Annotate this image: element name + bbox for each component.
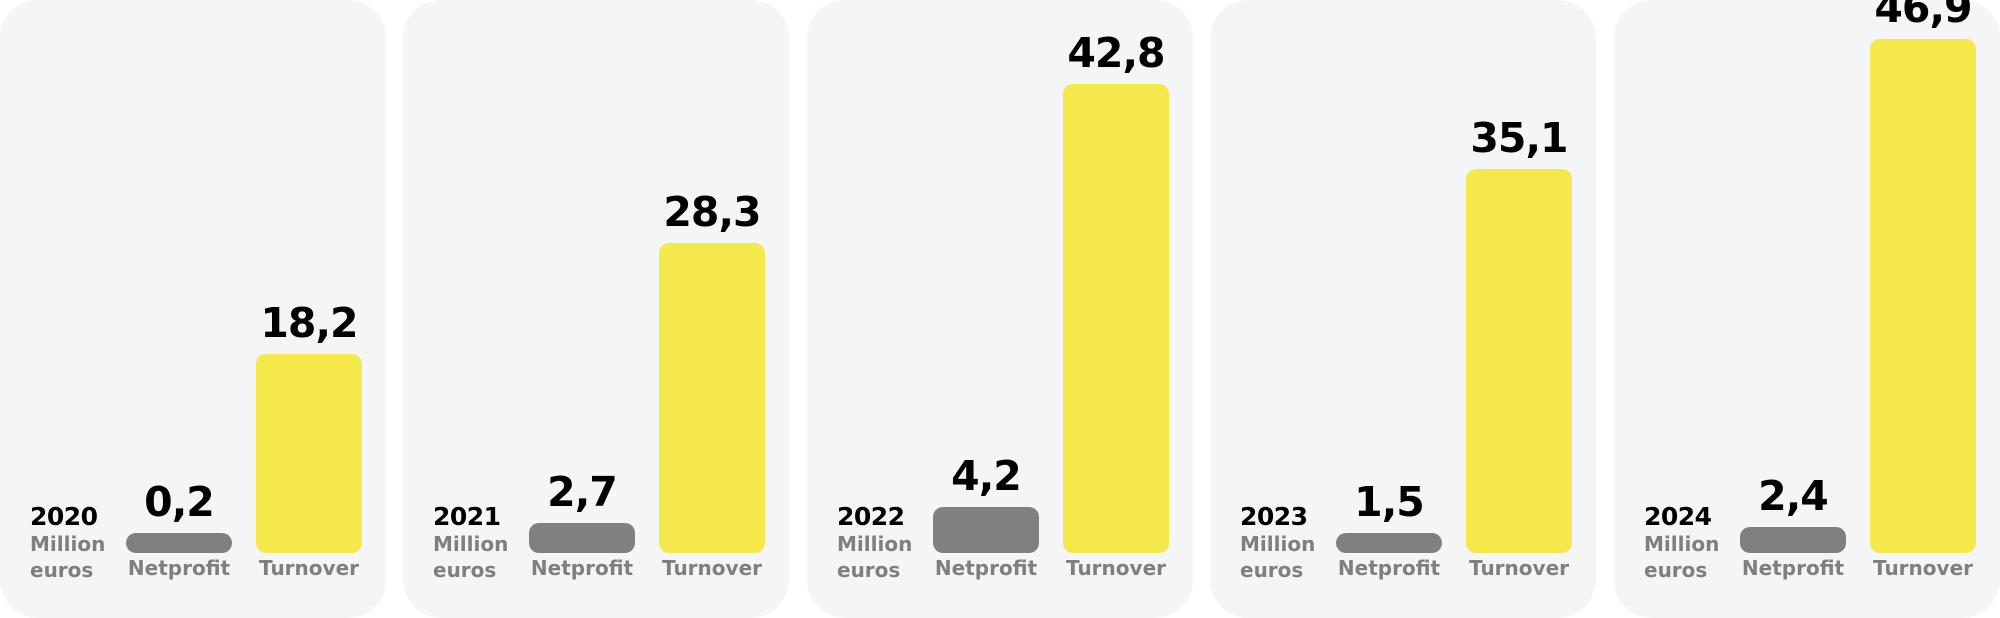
netprofit-bar [1336, 533, 1442, 553]
year-label: 2020 [30, 502, 98, 531]
netprofit-bar [1740, 527, 1846, 553]
year-label: 2021 [433, 502, 501, 531]
netprofit-category-label: Netprofit [530, 556, 634, 580]
netprofit-category-label: Netprofit [127, 556, 231, 580]
netprofit-value-label: 1,5 [1354, 478, 1425, 526]
chart-panel-2022: 2022 Million euros 4,2 42,8 Netprofit Tu… [807, 0, 1193, 618]
year-label: 2024 [1644, 502, 1712, 531]
unit-label: Million euros [433, 532, 509, 582]
turnover-category-label: Turnover [259, 556, 359, 580]
turnover-bar [659, 243, 765, 553]
year-label: 2022 [837, 502, 905, 531]
turnover-bar [1870, 39, 1976, 553]
netprofit-value-label: 4,2 [951, 452, 1022, 500]
unit-label: Million euros [837, 532, 913, 582]
netprofit-value-label: 0,2 [144, 478, 215, 526]
turnover-category-label: Turnover [1469, 556, 1569, 580]
unit-label: Million euros [1644, 532, 1720, 582]
turnover-bar [1466, 169, 1572, 553]
netprofit-value-label: 2,7 [547, 468, 618, 516]
turnover-value-label: 35,1 [1470, 114, 1568, 162]
unit-label: Million euros [30, 532, 106, 582]
chart-panel-2024: 2024 Million euros 2,4 46,9 Netprofit Tu… [1614, 0, 2000, 618]
turnover-category-label: Turnover [1066, 556, 1166, 580]
turnover-category-label: Turnover [1873, 556, 1973, 580]
turnover-value-label: 28,3 [663, 188, 761, 236]
chart-panel-2021: 2021 Million euros 2,7 28,3 Netprofit Tu… [403, 0, 789, 618]
netprofit-bar [933, 507, 1039, 553]
turnover-value-label: 46,9 [1874, 0, 1972, 32]
turnover-bar [256, 354, 362, 553]
netprofit-value-label: 2,4 [1758, 472, 1829, 520]
chart-panel-2023: 2023 Million euros 1,5 35,1 Netprofit Tu… [1210, 0, 1596, 618]
turnover-category-label: Turnover [662, 556, 762, 580]
chart-panel-2020: 2020 Million euros 0,2 18,2 Netprofit Tu… [0, 0, 386, 618]
unit-label: Million euros [1240, 532, 1316, 582]
turnover-value-label: 42,8 [1067, 29, 1165, 77]
netprofit-category-label: Netprofit [934, 556, 1038, 580]
netprofit-bar [126, 533, 232, 553]
netprofit-category-label: Netprofit [1741, 556, 1845, 580]
turnover-value-label: 18,2 [260, 299, 358, 347]
netprofit-category-label: Netprofit [1337, 556, 1441, 580]
year-label: 2023 [1240, 502, 1308, 531]
turnover-bar [1063, 84, 1169, 553]
netprofit-bar [529, 523, 635, 553]
